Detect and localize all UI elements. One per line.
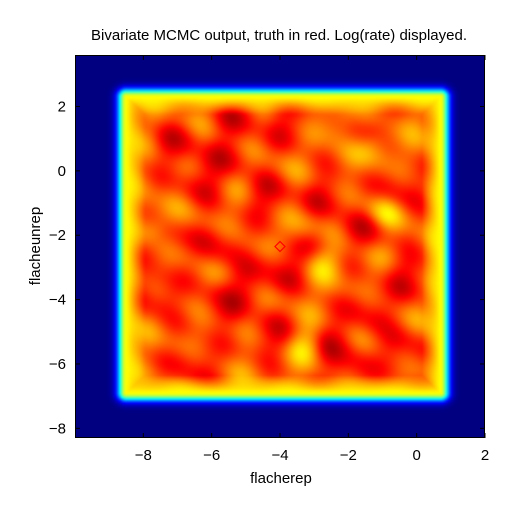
x-tick-label: 2 [481, 447, 489, 464]
y-tick-label: −2 [49, 227, 66, 244]
y-tick-label: −6 [49, 356, 66, 373]
y-tick-label: 2 [58, 98, 66, 115]
truth-layer [274, 240, 286, 253]
x-tick-label: −2 [340, 447, 357, 464]
plot-area [75, 55, 485, 438]
y-axis-label: flacheunrep [27, 207, 44, 285]
x-tick-label: −4 [271, 447, 288, 464]
x-tick-label: −8 [135, 447, 152, 464]
y-tick-label: −8 [49, 420, 66, 437]
x-tick-label: 0 [412, 447, 420, 464]
x-axis-label: flacherep [250, 470, 312, 487]
y-tick-label: −4 [49, 292, 66, 309]
x-tick-label: −6 [203, 447, 220, 464]
chart-title: Bivariate MCMC output, truth in red. Log… [91, 27, 467, 44]
x-axis: −8 −6 −4 −2 0 2 [135, 55, 489, 464]
truth-marker [274, 240, 286, 253]
y-tick-label: 0 [58, 163, 66, 180]
y-axis: −8 −6 −4 −2 0 2 [49, 98, 485, 437]
heatmap-image [75, 55, 485, 438]
